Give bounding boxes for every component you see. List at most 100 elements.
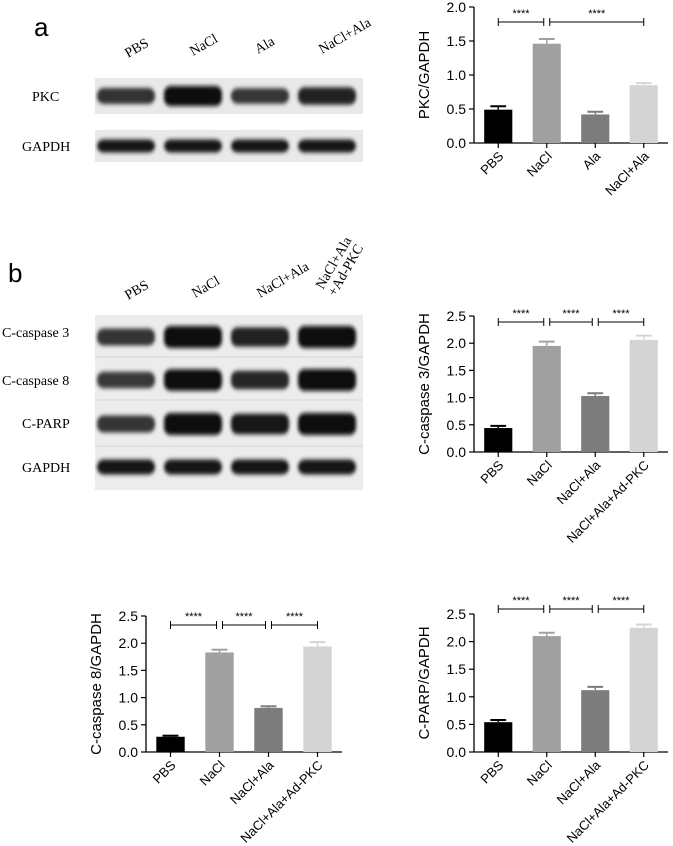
x-tick-label: NaCl+Ala (554, 757, 604, 807)
y-axis-label: C-caspase 3/GAPDH (416, 313, 433, 455)
significance-label: **** (562, 308, 580, 320)
bar (484, 722, 513, 752)
bar (254, 707, 283, 752)
chart-c-caspase3-gapdh: 0.0 0.5 1.0 1.5 2.0 2.5 C-caspase 3/GAPDH PBS Na… (416, 308, 668, 546)
x-tick-label: NaCl+Ala+Ad-PKC (564, 758, 652, 846)
significance-label: **** (512, 308, 530, 320)
blot-band (164, 369, 222, 391)
y-axis-label: PKC/GAPDH (416, 31, 433, 119)
bar (629, 627, 658, 752)
bar (532, 345, 561, 452)
panel-label-a: a (34, 12, 49, 42)
x-tick-label: PBS (477, 148, 506, 177)
blot-band (231, 413, 289, 435)
blot-band (164, 86, 222, 106)
y-tick-label: 1.0 (447, 689, 467, 705)
y-tick-label: 0.5 (119, 717, 139, 733)
blot-band (164, 139, 222, 153)
x-tick-label: NaCl+Ala (554, 457, 604, 507)
bar (581, 690, 610, 752)
panel-label-b: b (8, 258, 22, 288)
significance-label: **** (235, 611, 253, 623)
bar (629, 85, 658, 143)
blot-band (97, 415, 155, 433)
y-tick-label: 1.5 (447, 33, 467, 49)
blot-a-row-label-pkc: PKC (32, 90, 59, 105)
y-axis-label: C-PARP/GAPDH (416, 626, 433, 739)
x-tick-label: NaCl (524, 148, 555, 179)
blot-b: PBS NaCl NaCl+Ala NaCl+Ala+Ad-PKC C-casp… (2, 234, 368, 490)
blot-b-row-label-gapdh: GAPDH (22, 461, 70, 476)
blot-band (298, 413, 356, 435)
y-tick-label: 2.5 (447, 308, 467, 324)
bar (484, 109, 513, 143)
y-tick-label: 2.0 (447, 634, 467, 650)
blot-band (97, 139, 155, 153)
significance-label: **** (185, 611, 203, 623)
bar (205, 652, 234, 752)
y-tick-label: 1.5 (119, 662, 139, 678)
blot-band (231, 139, 289, 153)
x-tick-label: NaCl+Ala (227, 757, 277, 807)
blot-band (164, 413, 222, 435)
significance-label: **** (512, 595, 530, 607)
blot-a: PBS NaCl Ala NaCl+Ala PKC GAPDH (22, 15, 375, 162)
y-tick-label: 0.5 (447, 716, 467, 732)
y-tick-label: 1.5 (447, 661, 467, 677)
y-tick-label: 2.0 (119, 635, 139, 651)
y-tick-label: 2.0 (447, 0, 467, 15)
blot-b-lane-label: NaCl+Ala+Ad-PKC (313, 234, 367, 299)
bar (532, 43, 561, 143)
chart-pkc-gapdh: 0.0 0.5 1.0 1.5 2.0 PKC/GAPDH PBS NaCl AlaNaCl+A… (416, 0, 668, 198)
x-tick-label: PBS (477, 757, 506, 786)
x-tick-label: NaCl (524, 757, 555, 788)
blot-band (298, 369, 356, 391)
blot-b-row-label-parp: C-PARP (22, 417, 70, 432)
blot-b-lane-labels: PBS NaCl NaCl+Ala NaCl+Ala+Ad-PKC (123, 234, 368, 304)
y-tick-label: 0.0 (447, 444, 467, 460)
x-tick-label: NaCl (524, 457, 555, 488)
blot-a-lane-label: PBS (123, 36, 152, 61)
y-tick-label: 1.0 (119, 690, 139, 706)
x-tick-label: Ala (579, 148, 603, 172)
bar (303, 646, 332, 752)
y-tick-label: 0.5 (447, 417, 467, 433)
y-tick-label: 0.0 (447, 135, 467, 151)
blot-band (164, 326, 222, 348)
significance-label: **** (612, 308, 630, 320)
y-tick-label: 2.0 (447, 335, 467, 351)
x-tick-label: NaCl+Ala (602, 148, 652, 198)
y-axis-label: C-caspase 8/GAPDH (88, 613, 105, 755)
bar (581, 395, 610, 452)
bar (532, 636, 561, 752)
x-tick-label: NaCl (197, 757, 228, 788)
blot-band (298, 139, 356, 153)
y-tick-label: 0.0 (447, 744, 467, 760)
blot-band (164, 459, 222, 475)
blot-b-lane-label: NaCl (190, 274, 223, 302)
y-tick-label: 2.5 (119, 608, 139, 624)
bar (581, 114, 610, 143)
blot-band (298, 87, 356, 105)
bar (484, 428, 513, 452)
blot-a-lane-labels: PBS NaCl Ala NaCl+Ala (123, 15, 375, 61)
blot-band (231, 459, 289, 475)
blot-band (231, 327, 289, 347)
blot-band (97, 371, 155, 389)
blot-a-lane-label: NaCl (188, 32, 221, 60)
blot-band (298, 326, 356, 348)
blot-band (97, 328, 155, 346)
x-tick-label: PBS (477, 457, 506, 486)
significance-label: **** (286, 611, 304, 623)
chart-c-caspase8-gapdh: 0.0 0.5 1.0 1.5 2.0 2.5 C-caspase 8/GAPDH PBS Na… (88, 608, 342, 846)
blot-b-lane-label: NaCl+Ala (255, 259, 313, 301)
significance-label: **** (562, 595, 580, 607)
x-tick-label: NaCl+Ala+Ad-PKC (564, 458, 652, 546)
blot-band (298, 459, 356, 475)
blot-b-row-label-caspase8: C-caspase 8 (2, 374, 69, 389)
y-tick-label: 2.5 (447, 606, 467, 622)
blot-a-lane-label: Ala (253, 34, 279, 57)
blot-a-row-label-gapdh: GAPDH (22, 140, 70, 155)
